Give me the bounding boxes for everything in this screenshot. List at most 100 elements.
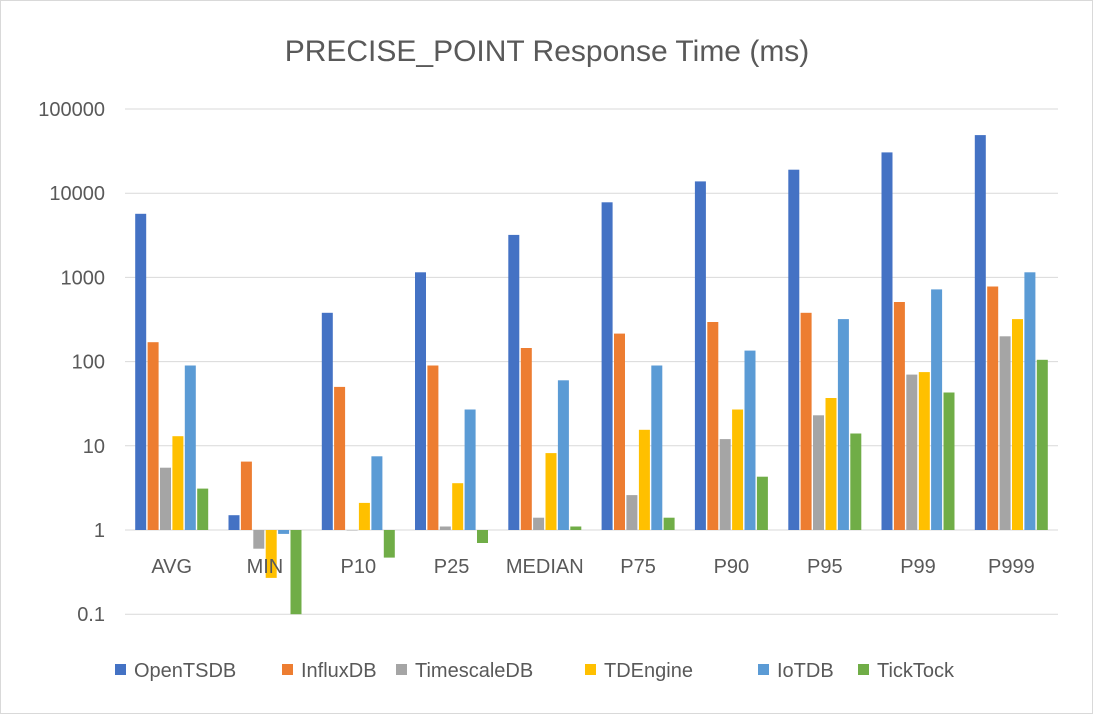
bar (999, 336, 1011, 530)
x-tick-label: P999 (988, 556, 1035, 578)
bars (135, 135, 1048, 615)
bar (850, 433, 862, 530)
bar (918, 372, 930, 530)
y-tick-label: 10 (83, 436, 105, 458)
legend-item: InfluxDB (282, 660, 377, 682)
y-tick-label: 0.1 (77, 604, 105, 626)
bar (477, 530, 488, 543)
legend-swatch (758, 664, 769, 675)
legend-label: OpenTSDB (134, 660, 236, 682)
bar (987, 286, 999, 530)
x-tick-label: MIN (247, 556, 284, 578)
bar (452, 483, 464, 530)
legend-swatch (115, 664, 126, 675)
bar (1036, 359, 1048, 530)
legend-swatch (585, 664, 596, 675)
y-axis-ticks: 0.1 1 10 100 1000 10000 100000 (38, 99, 105, 626)
y-tick-label: 10000 (49, 183, 105, 205)
bar (931, 289, 943, 530)
bar (464, 409, 476, 530)
legend-label: InfluxDB (301, 660, 377, 682)
bar (626, 495, 638, 530)
bar (974, 135, 986, 530)
x-tick-label: P75 (620, 556, 656, 578)
bar (184, 365, 196, 530)
bar (253, 530, 265, 549)
x-tick-label: P99 (900, 556, 936, 578)
x-tick-label: MEDIAN (506, 556, 584, 578)
x-tick-label: P90 (714, 556, 750, 578)
x-tick-label: P10 (341, 556, 377, 578)
bar (358, 502, 370, 530)
x-tick-label: P95 (807, 556, 843, 578)
bar (383, 530, 395, 558)
bar (893, 302, 905, 530)
bar (837, 319, 849, 530)
bar (570, 526, 582, 530)
legend-item: IoTDB (758, 660, 834, 682)
bar (881, 152, 893, 530)
bar (346, 530, 358, 531)
legend-label: IoTDB (777, 660, 834, 682)
x-axis-ticks: AVG MIN P10 P25 MEDIAN P75 P90 P95 P99 P999 (151, 556, 1034, 578)
grid-lines (125, 108, 1058, 615)
bar (601, 202, 613, 531)
bar (533, 517, 545, 530)
bar (321, 312, 333, 530)
legend-label: TimescaleDB (415, 660, 533, 682)
bar (906, 374, 918, 530)
bar (614, 333, 625, 530)
bar (756, 476, 768, 530)
bar (545, 453, 557, 530)
legend-label: TDEngine (604, 660, 693, 682)
legend-item: TickTock (858, 660, 955, 682)
bar (800, 312, 812, 530)
bar (943, 392, 955, 530)
bar (1024, 272, 1036, 530)
bar (744, 350, 756, 530)
bar (172, 436, 184, 530)
bar (439, 526, 451, 530)
legend-swatch (858, 664, 869, 675)
bar (1012, 319, 1023, 530)
bar (290, 530, 302, 615)
bar (508, 234, 520, 530)
y-tick-label: 1000 (61, 267, 106, 289)
bar (135, 213, 147, 531)
bar (707, 322, 719, 530)
y-tick-label: 100000 (38, 99, 105, 121)
x-tick-label: P25 (434, 556, 470, 578)
bar (160, 467, 171, 530)
bar (719, 439, 731, 530)
bar (651, 365, 663, 530)
bar (427, 365, 439, 530)
x-tick-label: AVG (151, 556, 192, 578)
bar (813, 415, 824, 530)
bar (278, 530, 290, 534)
bar (228, 515, 240, 530)
chart-title: PRECISE_POINT Response Time (ms) (285, 35, 810, 68)
y-tick-label: 1 (94, 520, 105, 542)
bar (694, 181, 706, 530)
legend-item: TimescaleDB (396, 660, 533, 682)
legend-item: OpenTSDB (115, 660, 236, 682)
bar (663, 517, 675, 530)
bar (240, 461, 252, 530)
bar (825, 398, 837, 530)
bar (788, 169, 800, 530)
y-tick-label: 100 (72, 352, 105, 374)
legend: OpenTSDB InfluxDB TimescaleDB TDEngine IoTDB… (115, 660, 955, 682)
bar (265, 530, 277, 578)
legend-label: TickTock (877, 660, 955, 682)
legend-swatch (396, 664, 407, 675)
legend-item: TDEngine (585, 660, 693, 682)
bar (147, 342, 159, 530)
bar (334, 386, 346, 530)
legend-swatch (282, 664, 293, 675)
bar (732, 409, 744, 530)
bar (197, 488, 209, 530)
bar (638, 429, 650, 530)
bar (371, 456, 383, 530)
